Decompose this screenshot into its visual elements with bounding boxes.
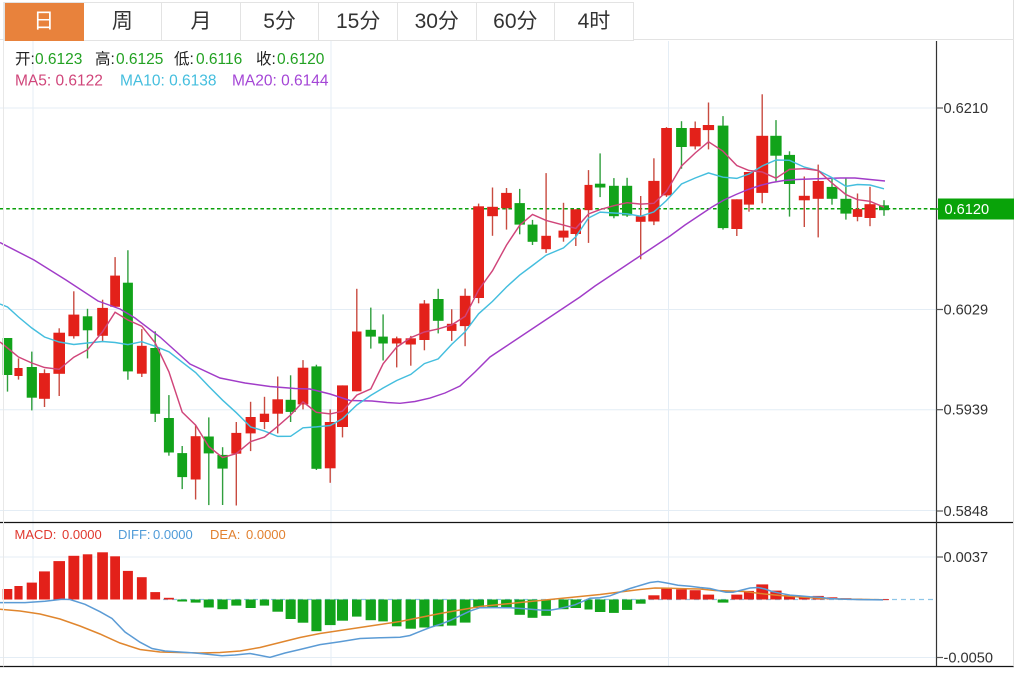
svg-text:MA10: 0.6138: MA10: 0.6138 [120,73,217,90]
svg-text:0.0000: 0.0000 [246,527,286,542]
svg-text:0.6116: 0.6116 [196,51,242,68]
svg-text:0.6123: 0.6123 [35,51,82,68]
svg-text:-0.0050: -0.0050 [944,651,994,667]
svg-text:0.6210: 0.6210 [944,101,989,117]
svg-text:MA5: 0.6122: MA5: 0.6122 [15,73,103,90]
svg-text:0.5848: 0.5848 [944,504,989,520]
svg-text:开:: 开: [15,51,35,68]
svg-text:DEA:: DEA: [210,527,240,542]
svg-text:0.6120: 0.6120 [277,51,325,68]
svg-text:收:: 收: [256,50,276,68]
svg-text:DIFF:: DIFF: [118,527,151,542]
svg-text:0.5939: 0.5939 [944,403,989,419]
svg-text:0.6120: 0.6120 [945,202,990,218]
svg-text:0.0037: 0.0037 [944,550,989,566]
svg-text:高:: 高: [95,50,115,68]
svg-text:0.0000: 0.0000 [62,527,102,542]
svg-text:0.6125: 0.6125 [116,51,163,68]
svg-text:MACD:: MACD: [15,527,57,542]
svg-text:MA20: 0.6144: MA20: 0.6144 [232,73,329,90]
svg-text:0.6029: 0.6029 [944,303,989,319]
svg-text:低:: 低: [174,50,194,68]
svg-text:0.0000: 0.0000 [153,527,193,542]
